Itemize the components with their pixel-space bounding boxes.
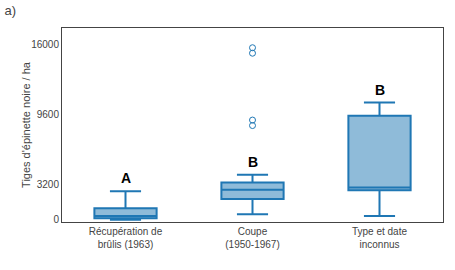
svg-text:A: A xyxy=(121,170,131,186)
svg-text:9600: 9600 xyxy=(37,109,60,120)
svg-text:Récupération debrûlis (1963): Récupération debrûlis (1963) xyxy=(89,226,163,250)
svg-text:Tiges d'épinette noire / ha: Tiges d'épinette noire / ha xyxy=(20,61,32,188)
svg-text:0: 0 xyxy=(53,214,59,225)
svg-text:16000: 16000 xyxy=(31,39,59,50)
svg-text:B: B xyxy=(248,154,258,170)
svg-text:Type et dateinconnus: Type et dateinconnus xyxy=(352,226,407,250)
svg-text:3200: 3200 xyxy=(37,179,60,190)
svg-text:B: B xyxy=(375,82,385,98)
svg-text:Coupe(1950-1967): Coupe(1950-1967) xyxy=(225,226,279,250)
svg-text:a): a) xyxy=(5,3,17,18)
